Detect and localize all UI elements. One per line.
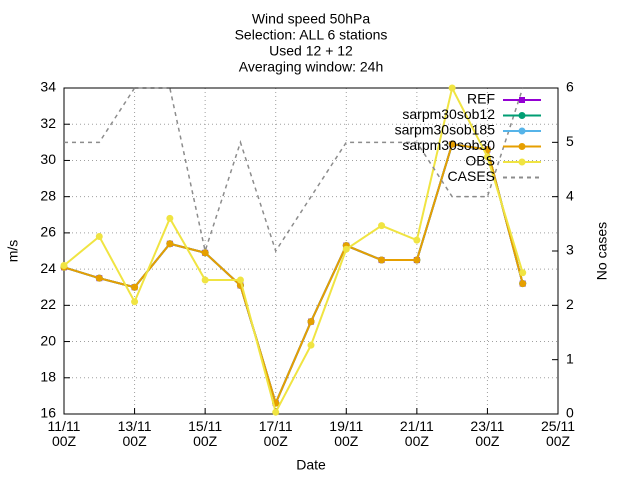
data-point: [378, 222, 386, 230]
legend-marker: [518, 158, 526, 166]
chart-title: Used 12 + 12: [269, 43, 353, 59]
y-tick-label: 22: [40, 296, 56, 312]
x-tick-label: 19/11 00Z: [329, 418, 364, 449]
legend-marker: [518, 127, 526, 135]
y2-tick-label: 4: [566, 187, 574, 203]
x-tick-label: 21/11 00Z: [399, 418, 434, 449]
legend-label: sarpm30sob185: [395, 122, 496, 138]
y2-tick-label: 5: [566, 133, 574, 149]
x-tick-label: 17/11 00Z: [258, 418, 293, 449]
data-point: [378, 256, 386, 264]
data-point: [236, 276, 244, 284]
data-point: [519, 280, 527, 288]
y-tick-label: 16: [40, 405, 56, 421]
x-tick-label: 11/11 00Z: [47, 418, 81, 449]
legend-marker: [518, 143, 526, 150]
data-point: [342, 245, 350, 253]
series-line: [63, 85, 524, 415]
y-tick-label: 18: [40, 368, 56, 384]
y-tick-label: 34: [40, 79, 56, 95]
x-tick-label: 15/11 00Z: [188, 418, 223, 449]
chart-title: Wind speed 50hPa: [252, 11, 371, 27]
legend-marker: [519, 97, 525, 103]
y-tick-label: 28: [40, 187, 56, 203]
data-point: [131, 298, 139, 306]
data-point: [95, 274, 103, 282]
y-axis-label: m/s: [5, 240, 21, 263]
x-tick-label: 23/11 00Z: [470, 418, 505, 449]
y-tick-label: 20: [40, 332, 56, 348]
y2-tick-label: 1: [566, 350, 574, 366]
chart-title: Averaging window: 24h: [239, 59, 384, 75]
y-tick-label: 24: [40, 260, 56, 276]
x-tick-label: 13/11 00Z: [117, 418, 152, 449]
legend-label: REF: [467, 91, 495, 107]
data-point: [483, 153, 491, 161]
chart-title: Selection: ALL 6 stations: [235, 27, 388, 43]
y-tick-label: 32: [40, 115, 56, 131]
legend-marker: [518, 112, 526, 119]
data-point: [413, 256, 421, 264]
x-tick-label: 25/11 00Z: [541, 418, 575, 449]
y-tick-label: 30: [40, 151, 56, 167]
data-point: [272, 408, 280, 416]
data-point: [201, 249, 209, 257]
data-point: [166, 214, 174, 222]
series-line: [64, 87, 524, 254]
legend-label: sarpm30sob12: [402, 106, 495, 122]
legend-label: CASES: [448, 168, 495, 184]
data-point: [307, 318, 315, 326]
data-point: [413, 236, 421, 244]
data-point: [448, 140, 456, 148]
data-point: [60, 261, 68, 269]
x-axis-label: Date: [296, 457, 326, 473]
series-line: [63, 143, 524, 407]
legend-label: sarpm30sob30: [402, 137, 495, 153]
y2-axis-label: No cases: [594, 222, 610, 280]
y2-tick-label: 2: [566, 296, 574, 312]
data-point: [201, 276, 209, 284]
legend-label: OBS: [465, 153, 495, 169]
data-point: [448, 84, 456, 92]
data-point: [519, 269, 527, 277]
data-point: [131, 283, 139, 291]
y2-tick-label: 0: [566, 405, 574, 421]
y2-tick-label: 6: [566, 79, 574, 95]
data-point: [166, 240, 174, 248]
data-point: [307, 341, 315, 349]
y2-tick-label: 3: [566, 242, 574, 258]
data-point: [95, 233, 103, 241]
plot-frame: [63, 87, 559, 415]
y-tick-label: 26: [40, 224, 56, 240]
